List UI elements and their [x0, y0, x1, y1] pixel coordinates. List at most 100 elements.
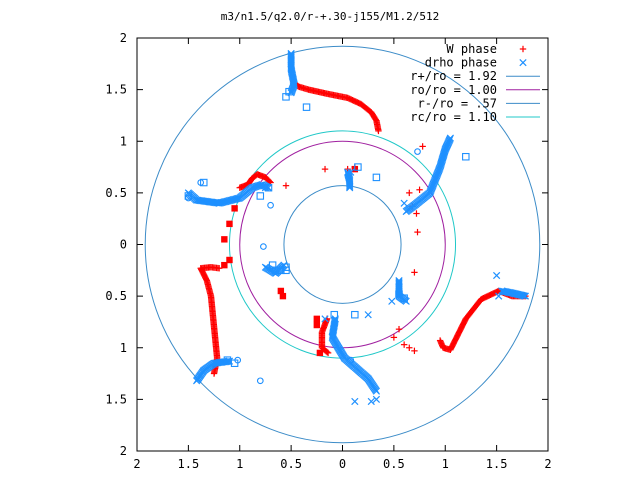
data-point — [346, 182, 354, 191]
x-b — [493, 271, 501, 280]
legend-label: ro/ro = 1.00 — [410, 83, 497, 97]
data-point — [268, 261, 277, 269]
x-tick-label: 1.5 — [486, 457, 508, 471]
legend-marker — [519, 45, 527, 53]
data-point — [264, 184, 273, 192]
x-b — [264, 184, 273, 192]
data-point — [388, 297, 396, 305]
data-point — [226, 256, 233, 264]
data-point — [346, 184, 354, 192]
x-b — [501, 288, 510, 296]
x-b — [346, 184, 354, 192]
x-tick-label: 1 — [236, 457, 243, 471]
data-point — [400, 341, 408, 348]
x-b — [372, 395, 381, 403]
data-point — [406, 344, 413, 351]
legend-marker — [519, 58, 527, 67]
data-point — [411, 269, 418, 276]
x-b — [388, 297, 396, 305]
x-b — [402, 207, 410, 216]
data-point — [330, 310, 339, 319]
data-point — [347, 168, 355, 176]
x-b — [328, 332, 337, 340]
data-point — [436, 337, 444, 344]
data-series — [184, 49, 530, 406]
data-point — [411, 347, 418, 355]
series-4 — [184, 87, 470, 367]
data-point — [414, 228, 421, 236]
data-point — [231, 205, 238, 212]
data-point — [279, 292, 287, 300]
x-tick-label: 2 — [544, 457, 551, 471]
y-tick-label: 1.5 — [105, 83, 127, 97]
data-point — [324, 349, 332, 357]
data-point — [184, 192, 193, 200]
data-point — [234, 356, 242, 364]
data-point — [416, 186, 423, 193]
x-tick-label: 0.5 — [383, 457, 405, 471]
data-point — [260, 243, 267, 250]
data-point — [462, 152, 470, 161]
series-1 — [197, 78, 529, 377]
y-tick-label: 0.5 — [105, 186, 127, 200]
data-point — [406, 189, 413, 197]
y-tick-label: 0.5 — [105, 289, 127, 303]
x-b — [321, 315, 329, 323]
x-b — [498, 287, 506, 295]
data-point — [226, 220, 233, 228]
y-tick-label: 2 — [120, 444, 127, 458]
x-b — [500, 287, 508, 296]
x-b — [364, 311, 372, 319]
series-5 — [185, 148, 421, 385]
data-point — [185, 194, 192, 202]
data-point — [413, 210, 420, 217]
data-point — [316, 349, 324, 357]
data-point — [321, 315, 329, 323]
data-point — [313, 315, 321, 323]
legend-label: r-/ro = .57 — [418, 96, 497, 110]
x-tick-label: 0.5 — [280, 457, 302, 471]
data-point — [402, 207, 410, 216]
x-b — [367, 397, 375, 406]
data-point — [313, 321, 321, 329]
data-point — [347, 356, 355, 364]
legend-label: drho phase — [425, 56, 497, 70]
data-point — [375, 127, 382, 135]
y-tick-label: 2 — [120, 31, 127, 45]
data-point — [346, 181, 354, 189]
data-point — [351, 310, 359, 319]
y-tick-label: 1.5 — [105, 392, 127, 406]
legend-label: r+/ro = 1.92 — [410, 69, 497, 83]
x-b — [395, 289, 403, 298]
data-point — [495, 292, 503, 300]
y-tick-label: 0 — [120, 238, 127, 252]
reference-circle-4 — [228, 130, 457, 359]
data-point — [282, 182, 290, 189]
legend-label: rc/ro = 1.10 — [410, 110, 497, 124]
reference-circle-2 — [239, 140, 446, 349]
x-b — [347, 168, 355, 176]
data-point — [267, 201, 274, 209]
x-b — [346, 181, 354, 189]
x-b — [519, 58, 527, 67]
data-point — [351, 397, 359, 406]
data-point — [264, 183, 273, 192]
x-tick-label: 0 — [339, 457, 346, 471]
data-point — [400, 294, 408, 302]
data-point — [364, 311, 372, 319]
data-point — [372, 395, 381, 403]
legend-label: W phase — [446, 42, 497, 56]
data-point — [493, 271, 501, 280]
data-point — [200, 178, 208, 187]
data-point — [372, 173, 381, 182]
data-point — [372, 387, 381, 395]
data-point — [256, 377, 264, 385]
data-point — [221, 261, 228, 269]
data-point — [395, 290, 403, 298]
data-point — [390, 334, 398, 341]
data-point — [221, 236, 228, 243]
data-point — [367, 397, 375, 406]
x-b — [257, 181, 265, 189]
